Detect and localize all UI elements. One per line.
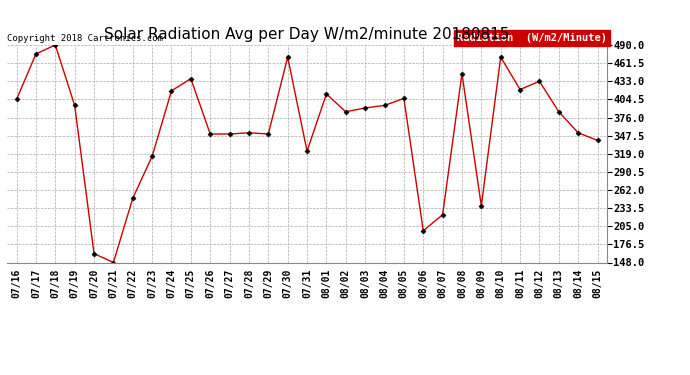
Text: Copyright 2018 Cartronics.com: Copyright 2018 Cartronics.com [7,34,163,43]
Title: Solar Radiation Avg per Day W/m2/minute 20180815: Solar Radiation Avg per Day W/m2/minute … [104,27,510,42]
Text: Radiation  (W/m2/Minute): Radiation (W/m2/Minute) [457,33,607,43]
